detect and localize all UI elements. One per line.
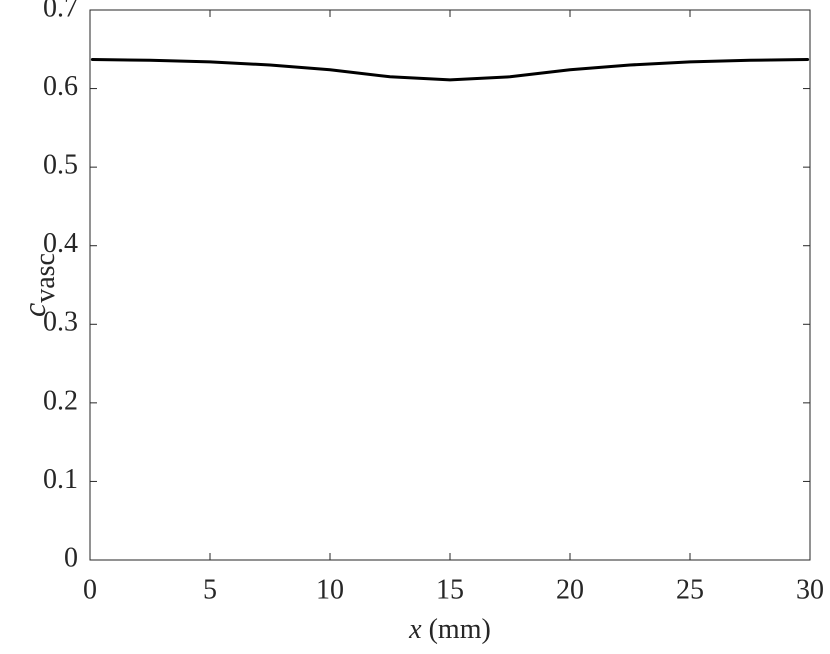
y-tick-label: 0 [64, 542, 78, 573]
x-tick-label: 0 [83, 574, 97, 605]
y-label-symbol: c [16, 303, 52, 317]
x-tick-label: 25 [676, 574, 704, 605]
y-label-subscript: vasc [30, 253, 61, 303]
x-tick-label: 10 [316, 574, 344, 605]
y-tick-label: 0.7 [43, 0, 78, 23]
y-tick-label: 0.1 [43, 464, 78, 495]
x-tick-label: 30 [796, 574, 824, 605]
y-tick-label: 0.6 [43, 71, 78, 102]
y-tick-label: 0.5 [43, 150, 78, 181]
plot-frame [89, 9, 811, 561]
y-tick-label: 0.3 [43, 307, 78, 338]
x-tick-label: 5 [203, 574, 217, 605]
y-tick-label: 0.4 [43, 228, 78, 259]
x-label: x (mm) [408, 614, 491, 645]
x-tick-label: 15 [436, 574, 464, 605]
x-label-variable: x [408, 614, 422, 645]
y-label: cvasc [16, 253, 61, 317]
data-line [90, 58, 810, 82]
x-tick-label: 20 [556, 574, 584, 605]
x-label-unit: (mm) [429, 614, 491, 645]
y-tick-label: 0.2 [43, 385, 78, 416]
